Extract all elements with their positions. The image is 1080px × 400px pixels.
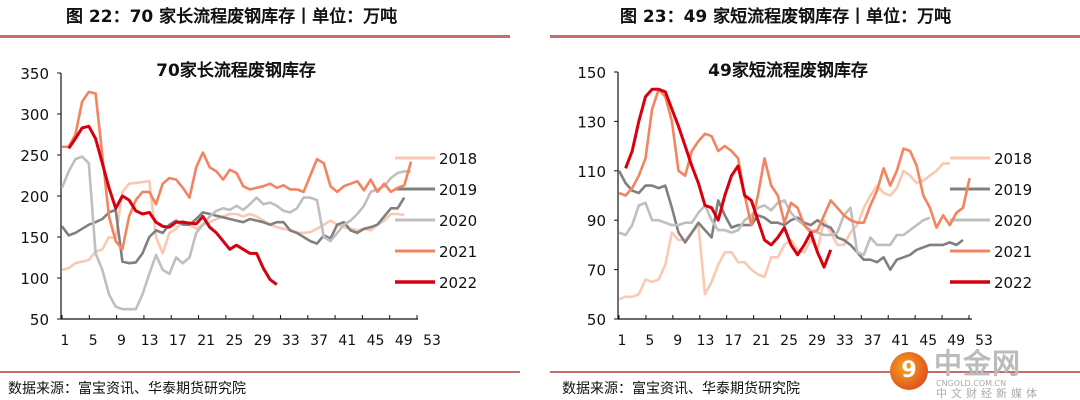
x-tick-label: 21 bbox=[197, 333, 215, 349]
y-tick-label: 100 bbox=[20, 270, 49, 288]
source-left: 数据来源：富宝资讯、华泰期货研究院 bbox=[8, 381, 246, 397]
series-line-2018 bbox=[61, 179, 405, 272]
figure-caption-left: 图 22：70 家长流程废钢库存丨单位：万吨 bbox=[66, 7, 398, 27]
x-tick-label: 5 bbox=[645, 333, 654, 349]
x-tick-label: 45 bbox=[919, 333, 937, 349]
cngold-logo-icon: 9 bbox=[890, 352, 928, 390]
y-tick-label: 50 bbox=[587, 311, 606, 329]
x-tick-label: 41 bbox=[338, 333, 356, 349]
x-tick-label: 33 bbox=[836, 333, 854, 349]
y-tick-label: 50 bbox=[30, 311, 49, 329]
x-tick-label: 29 bbox=[808, 333, 826, 349]
legend-label-2018: 2018 bbox=[994, 150, 1032, 168]
x-tick-label: 49 bbox=[395, 333, 413, 349]
x-tick-label: 9 bbox=[117, 333, 126, 349]
legend-label-2022: 2022 bbox=[439, 274, 477, 292]
caption-rule-left bbox=[0, 35, 510, 38]
legend-label-2020: 2020 bbox=[439, 212, 477, 230]
y-tick-label: 130 bbox=[577, 113, 606, 131]
x-tick-label: 1 bbox=[61, 333, 70, 349]
watermark-name: 中金网 bbox=[934, 347, 1022, 380]
chart-1: 70家长流程废钢库存 50 100 150 200 250 300 350 1 5 9 13 17 21 2… bbox=[20, 60, 477, 349]
legend-label-2022: 2022 bbox=[994, 274, 1032, 292]
legend-label-2019: 2019 bbox=[439, 181, 477, 199]
x-tick-label: 9 bbox=[673, 333, 682, 349]
x-tick-label: 13 bbox=[697, 333, 715, 349]
x-tick-label: 17 bbox=[724, 333, 742, 349]
x-tick-label: 25 bbox=[780, 333, 798, 349]
watermark-domain: CNGOLD.COM.CN bbox=[936, 379, 1007, 388]
x-tick-label: 49 bbox=[947, 333, 965, 349]
source-rule-right bbox=[550, 371, 1080, 373]
watermark-tagline: 中文财经新媒体 bbox=[936, 387, 1041, 400]
source-right: 数据来源：富宝资讯、华泰期货研究院 bbox=[562, 381, 800, 397]
legend-label-2021: 2021 bbox=[439, 243, 477, 261]
x-tick-label: 53 bbox=[975, 333, 993, 349]
series-line-2018 bbox=[618, 162, 950, 301]
x-tick-label: 5 bbox=[89, 333, 98, 349]
series-line-2019 bbox=[617, 170, 964, 271]
x-tick-label: 37 bbox=[864, 333, 882, 349]
legend-label-2020: 2020 bbox=[994, 212, 1032, 230]
chart-title: 49家短流程废钢库存 bbox=[708, 60, 868, 81]
x-tick-label: 21 bbox=[752, 333, 770, 349]
legend-label-2021: 2021 bbox=[994, 243, 1032, 261]
y-tick-label: 150 bbox=[577, 64, 606, 82]
y-tick-label: 90 bbox=[587, 212, 606, 230]
x-tick-label: 45 bbox=[367, 333, 385, 349]
series-line-2022 bbox=[624, 87, 833, 269]
y-tick-label: 70 bbox=[587, 262, 606, 280]
y-tick-label: 300 bbox=[20, 106, 49, 124]
caption-rule-right bbox=[550, 35, 1080, 38]
x-tick-label: 37 bbox=[310, 333, 328, 349]
y-tick-label: 110 bbox=[577, 163, 606, 181]
legend-label-2018: 2018 bbox=[439, 150, 477, 168]
x-tick-label: 41 bbox=[892, 333, 910, 349]
legend-label-2019: 2019 bbox=[994, 181, 1032, 199]
watermark: 9 中金网 CNGOLD.COM.CN 中文财经新媒体 bbox=[890, 350, 1080, 400]
series-line-2021 bbox=[62, 90, 413, 251]
y-tick-label: 350 bbox=[20, 65, 49, 83]
y-tick-label: 150 bbox=[20, 229, 49, 247]
x-tick-label: 1 bbox=[618, 333, 627, 349]
figure-caption-right: 图 23：49 家短流程废钢库存丨单位：万吨 bbox=[620, 7, 952, 27]
chart-title: 70家长流程废钢库存 bbox=[156, 60, 316, 81]
x-tick-label: 29 bbox=[254, 333, 272, 349]
y-tick-label: 200 bbox=[20, 188, 49, 206]
series-line-2021 bbox=[618, 88, 971, 234]
x-tick-label: 17 bbox=[169, 333, 187, 349]
series-line-2020 bbox=[60, 155, 411, 311]
series-line-2020 bbox=[618, 199, 931, 257]
x-tick-label: 13 bbox=[141, 333, 159, 349]
y-tick-label: 250 bbox=[20, 147, 49, 165]
x-tick-label: 25 bbox=[225, 333, 243, 349]
series-line-2019 bbox=[60, 196, 406, 265]
chart-2: 49家短流程废钢库存 50 70 90 110 130 150 1 5 9 13 17 21 25 29 33… bbox=[577, 60, 1032, 349]
series-line-2022 bbox=[67, 124, 278, 286]
source-rule-left bbox=[0, 371, 520, 373]
x-tick-label: 53 bbox=[423, 333, 441, 349]
x-tick-label: 33 bbox=[282, 333, 300, 349]
